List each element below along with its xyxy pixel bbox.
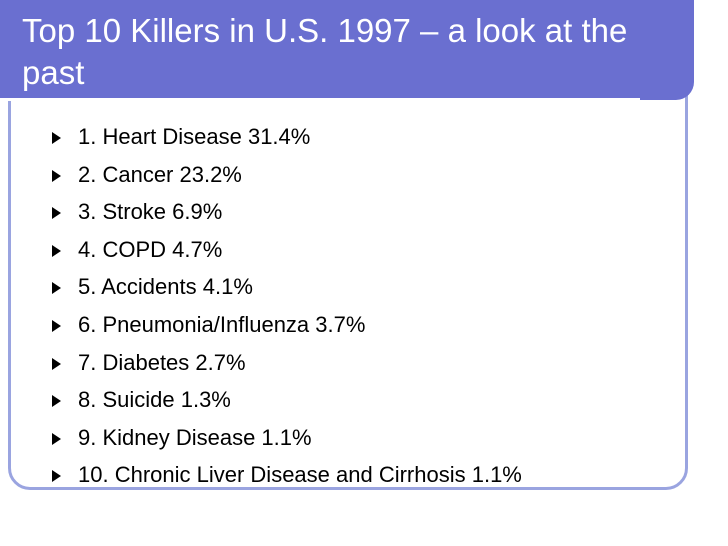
list-item-text: 4. COPD 4.7%	[78, 236, 223, 262]
list-item: 1. Heart Disease 31.4%	[52, 118, 522, 156]
list-item-text: 6. Pneumonia/Influenza 3.7%	[78, 311, 366, 337]
list-item: 9. Kidney Disease 1.1%	[52, 419, 522, 457]
list-item: 3. Stroke 6.9%	[52, 193, 522, 231]
list-item-text: 7. Diabetes 2.7%	[78, 349, 246, 375]
list-item-text: 5. Accidents 4.1%	[78, 274, 253, 300]
title-underline	[0, 98, 640, 101]
list-item-text: 8. Suicide 1.3%	[78, 387, 231, 413]
list-item: 8. Suicide 1.3%	[52, 381, 522, 419]
list-item-text: 2. Cancer 23.2%	[78, 161, 242, 187]
list-item: 7. Diabetes 2.7%	[52, 344, 522, 382]
slide-title: Top 10 Killers in U.S. 1997 – a look at …	[22, 12, 628, 91]
list-item-text: 3. Stroke 6.9%	[78, 199, 223, 225]
title-bar	[0, 0, 694, 100]
triangle-bullet-icon	[52, 282, 61, 295]
triangle-bullet-icon	[52, 244, 61, 257]
triangle-bullet-icon	[52, 432, 61, 445]
list-item: 10. Chronic Liver Disease and Cirrhosis …	[52, 456, 522, 494]
triangle-bullet-icon	[52, 470, 61, 483]
triangle-bullet-icon	[52, 357, 61, 370]
list-item-text: 1. Heart Disease 31.4%	[78, 124, 311, 149]
triangle-bullet-icon	[52, 319, 61, 332]
list-item-text: 9. Kidney Disease 1.1%	[78, 424, 312, 450]
list-item: 4. COPD 4.7%	[52, 231, 522, 269]
list-item: 5. Accidents 4.1%	[52, 268, 522, 306]
triangle-bullet-icon	[52, 207, 61, 220]
triangle-bullet-icon	[52, 169, 61, 182]
triangle-bullet-icon	[52, 395, 61, 408]
list-item: 2. Cancer 23.2%	[52, 156, 522, 194]
bullet-list: 1. Heart Disease 31.4% 2. Cancer 23.2% 3…	[52, 118, 522, 494]
list-item: 6. Pneumonia/Influenza 3.7%	[52, 306, 522, 344]
triangle-bullet-icon	[52, 132, 61, 144]
list-item-text: 10. Chronic Liver Disease and Cirrhosis …	[78, 462, 522, 488]
